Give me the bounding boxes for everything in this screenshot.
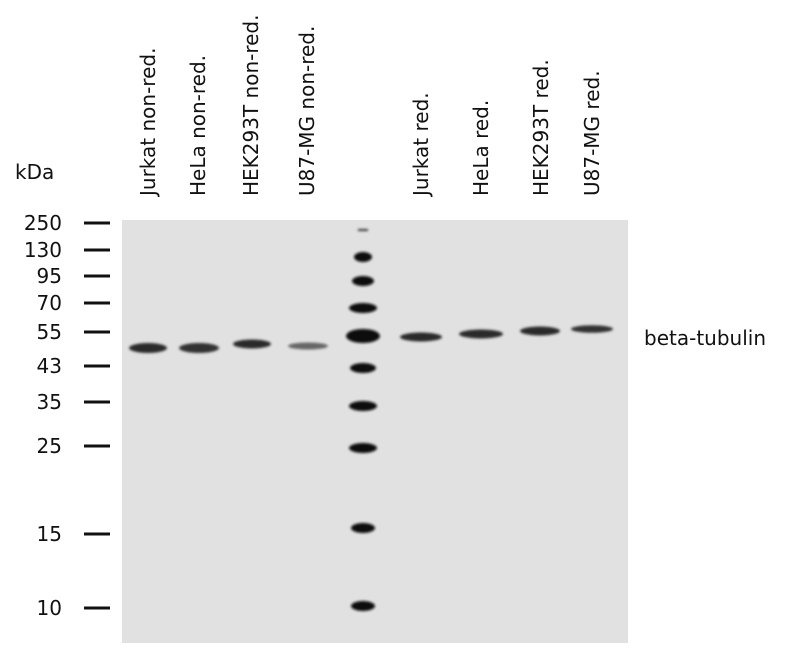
band: [571, 325, 613, 333]
unit-label: kDa: [15, 160, 54, 184]
ladder-band: [351, 601, 375, 611]
lane-label: U87-MG red.: [580, 70, 604, 196]
marker-label: 55: [37, 320, 62, 344]
marker-tick: [84, 221, 110, 225]
membrane: [122, 220, 628, 643]
marker-tick: [84, 301, 110, 305]
lane-label: Jurkat non-red.: [136, 48, 160, 198]
marker-label: 250: [24, 211, 62, 235]
ladder-band: [358, 229, 368, 231]
lane-label: Jurkat red.: [409, 92, 433, 198]
marker-tick: [84, 274, 110, 278]
band: [400, 332, 442, 342]
ladder-band: [349, 303, 377, 313]
band: [459, 329, 503, 339]
bands: [129, 229, 613, 611]
band-label: beta-tubulin: [644, 326, 766, 350]
lane-label: HEK293T non-red.: [239, 15, 263, 196]
marker-label: 35: [37, 390, 62, 414]
lane-label: HeLa red.: [469, 100, 493, 196]
marker-label: 43: [37, 354, 62, 378]
lane-label: U87-MG non-red.: [295, 26, 319, 196]
ladder-band: [349, 401, 377, 411]
ladder-band: [350, 363, 376, 373]
marker-tick: [84, 444, 110, 448]
ladder-band: [352, 276, 374, 286]
marker-tick: [84, 364, 110, 368]
lane-label: HEK293T red.: [529, 59, 553, 196]
marker-label: 10: [37, 596, 62, 620]
band: [233, 339, 271, 349]
ladder-band: [354, 252, 372, 262]
marker-label: 15: [37, 522, 62, 546]
marker-tick: [84, 400, 110, 404]
band: [288, 342, 328, 350]
marker-label: 70: [37, 291, 62, 315]
ladder-band: [346, 329, 380, 343]
lane-label: HeLa non-red.: [186, 55, 210, 196]
ladder-band: [351, 523, 375, 533]
marker-label: 95: [37, 264, 62, 288]
marker-tick: [84, 248, 110, 252]
marker-tick: [84, 532, 110, 536]
band: [179, 343, 219, 353]
marker-tick: [84, 606, 110, 610]
band: [520, 326, 560, 336]
marker-tick: [84, 330, 110, 334]
marker-label: 25: [37, 434, 62, 458]
ladder-band: [349, 443, 377, 453]
band: [129, 343, 167, 353]
marker-label: 130: [24, 238, 62, 262]
